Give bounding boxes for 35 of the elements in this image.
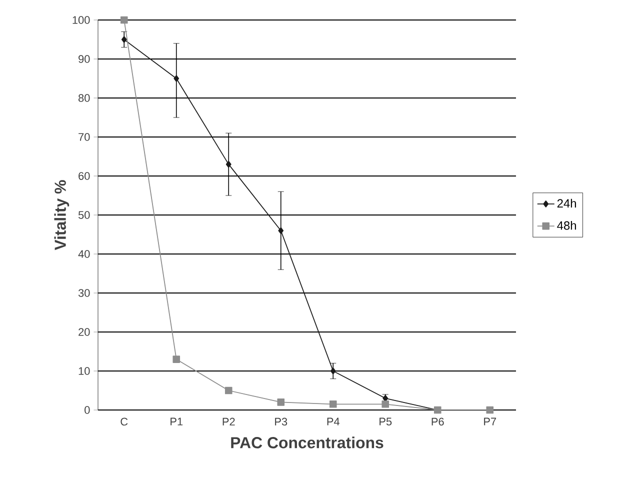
- point: [226, 160, 232, 168]
- x-tick-label: C: [120, 418, 128, 426]
- legend-label: 48h: [557, 220, 576, 230]
- y-tick-label: 20: [78, 328, 90, 336]
- point: [224, 386, 232, 394]
- y-tick-label: 30: [78, 289, 90, 297]
- y-tick-label: 90: [78, 55, 90, 63]
- point: [330, 368, 336, 374]
- x-axis-title: PAC Concentrations: [231, 436, 384, 448]
- y-axis-title: Vitality %: [54, 180, 70, 250]
- x-tick-label: P6: [432, 418, 444, 426]
- x-tick-label: P3: [275, 418, 288, 426]
- point: [277, 398, 285, 406]
- y-tick-label: 100: [72, 16, 90, 24]
- y-tick-label: 10: [78, 367, 90, 375]
- point: [486, 406, 494, 414]
- y-tick-label: 60: [78, 172, 90, 180]
- x-tick-label: P7: [484, 418, 496, 426]
- x-tick-label: P1: [170, 418, 183, 426]
- y-tick-label: 80: [78, 94, 90, 102]
- y-tick-label: 40: [78, 250, 90, 258]
- legend-label: 24h: [557, 198, 576, 208]
- y-tick-label: 50: [78, 211, 90, 219]
- point: [172, 356, 180, 363]
- x-tick-label: P4: [327, 418, 340, 426]
- point: [121, 36, 127, 43]
- point: [382, 400, 390, 408]
- x-tick-label: P5: [380, 418, 392, 426]
- x-tick-label: P2: [222, 418, 235, 426]
- point: [120, 16, 128, 24]
- point: [278, 227, 284, 234]
- point: [329, 400, 337, 408]
- point: [174, 75, 180, 82]
- y-tick-label: 0: [84, 406, 90, 414]
- y-tick-label: 70: [78, 133, 90, 141]
